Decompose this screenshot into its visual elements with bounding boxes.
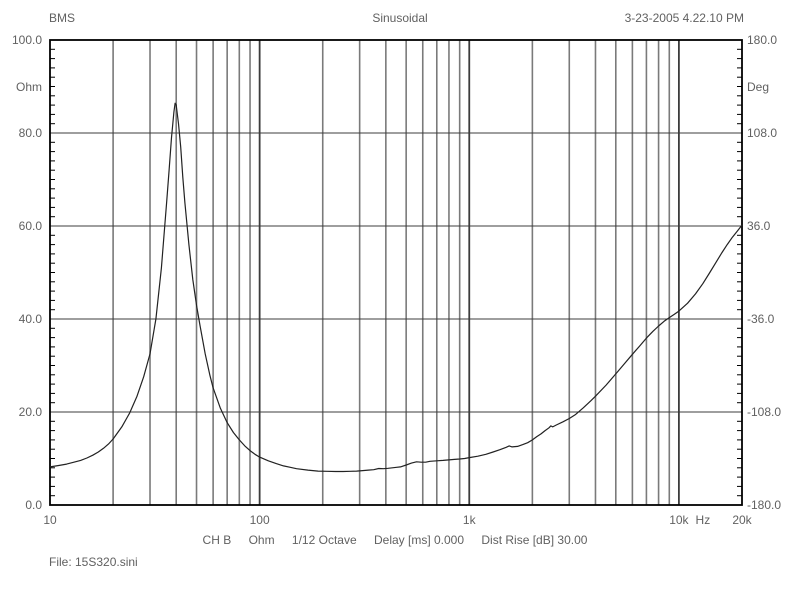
y-left-unit-label: Ohm	[15, 79, 42, 94]
header-measurement-type: Sinusoidal	[372, 11, 428, 25]
y-right-tick-label: 36.0	[747, 219, 771, 233]
settings-channel: CH B	[202, 533, 232, 547]
x-tick-label: 10k	[669, 513, 689, 527]
plot-border	[49, 39, 743, 506]
header-device-label: BMS	[49, 11, 76, 25]
header-timestamp: 3-23-2005 4.22.10 PM	[624, 11, 744, 25]
x-tick-label: 100	[249, 513, 270, 527]
file-name-label: File: 15S320.sini	[49, 555, 138, 569]
impedance-curve	[49, 102, 743, 473]
x-tick-label: 1k	[462, 513, 476, 527]
x-tick-label: 10	[43, 513, 57, 527]
y-left-tick-label: 20.0	[18, 405, 42, 419]
y-left-tick-label: 80.0	[18, 126, 42, 140]
y-left-tick-label: 100.0	[11, 33, 42, 47]
x-tick-label: 20k	[732, 513, 752, 527]
x-unit-label: Hz	[695, 513, 711, 527]
y-axis-right-labels: 180.0 108.0 36.0 -36.0 -108.0 -180.0 Deg	[747, 0, 800, 600]
y-right-tick-label: 108.0	[747, 126, 778, 140]
x-axis-labels: 10 100 1k 10k 20k Hz	[0, 513, 800, 529]
y-right-tick-label: -36.0	[747, 312, 775, 326]
settings-dist-rise: Dist Rise [dB] 30.00	[481, 533, 588, 547]
y-right-tick-label: -180.0	[747, 498, 782, 512]
settings-smoothing: 1/12 Octave	[291, 533, 357, 547]
y-left-tick-label: 0.0	[25, 498, 42, 512]
measurement-settings-bar: CH B Ohm 1/12 Octave Delay [ms] 0.000 Di…	[0, 533, 790, 547]
settings-unit: Ohm	[248, 533, 275, 547]
y-left-tick-label: 60.0	[18, 219, 42, 233]
y-left-tick-label: 40.0	[18, 312, 42, 326]
settings-delay: Delay [ms] 0.000	[373, 533, 465, 547]
y-right-tick-label: 180.0	[747, 33, 778, 47]
y-right-unit-label: Deg	[747, 79, 770, 94]
y-axis-left-labels: 100.0 80.0 60.0 40.0 20.0 0.0 Ohm	[0, 0, 45, 600]
y-right-tick-label: -108.0	[747, 405, 782, 419]
